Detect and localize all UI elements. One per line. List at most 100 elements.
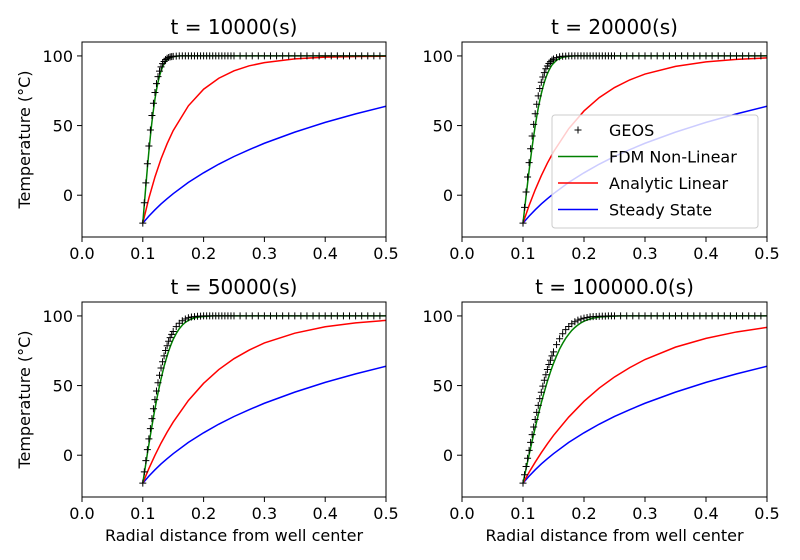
geos-marker <box>745 312 753 320</box>
geos-marker <box>145 435 153 443</box>
geos-marker <box>172 323 180 331</box>
geos-marker <box>528 431 536 439</box>
x-tick-label: 0.1 <box>130 504 155 523</box>
geos-marker <box>574 316 582 324</box>
geos-marker <box>358 312 366 320</box>
geos-marker <box>553 341 561 349</box>
geos-marker <box>641 52 649 60</box>
axes-frame <box>81 41 387 238</box>
geos-marker <box>145 142 153 150</box>
legend-item: GEOS <box>574 121 654 140</box>
geos-marker <box>739 312 747 320</box>
x-tick-label: 0.5 <box>373 244 398 263</box>
geos-marker <box>635 52 643 60</box>
legend-label: FDM Non-Linear <box>609 148 737 167</box>
geos-marker <box>151 89 159 97</box>
geos-marker <box>611 52 618 60</box>
geos-marker <box>678 52 686 60</box>
geos-marker <box>154 379 162 387</box>
geos-marker <box>726 312 734 320</box>
geos-marker <box>160 352 168 360</box>
geos-marker <box>327 52 335 60</box>
geos-marker <box>303 52 311 60</box>
geos-marker <box>142 457 150 465</box>
geos-marker <box>524 173 532 181</box>
geos-marker <box>665 52 673 60</box>
geos-marker <box>364 52 372 60</box>
geos-marker <box>151 396 159 404</box>
geos-marker <box>559 330 567 338</box>
geos-marker <box>714 52 722 60</box>
x-tick-label: 0.3 <box>632 504 657 523</box>
geos-marker <box>291 312 299 320</box>
subplot-3: 0.0 0.1 0.2 0.3 0.4 0.5 0 50 100 t = 50000(s) Temp… <box>15 275 399 545</box>
geos-marker <box>184 314 192 322</box>
geos-marker <box>539 382 547 390</box>
geos-marker <box>757 52 765 60</box>
geos-marker <box>536 395 544 403</box>
geos-marker <box>548 352 556 360</box>
geos-marker <box>739 52 747 60</box>
legend-item: Steady State <box>558 201 712 220</box>
geos-marker <box>157 364 165 372</box>
x-tick-label: 0.4 <box>693 244 718 263</box>
x-tick-label: 0.3 <box>252 244 277 263</box>
geos-marker <box>528 132 536 140</box>
geos-marker <box>577 315 585 323</box>
geos-marker <box>546 356 554 364</box>
geos-marker <box>148 112 156 120</box>
geos-marker <box>327 312 335 320</box>
geos-marker <box>297 312 305 320</box>
geos-marker <box>527 145 535 153</box>
axes-frame <box>461 301 768 498</box>
legend-item: FDM Non-Linear <box>558 148 737 167</box>
y-tick-label: 0 <box>63 186 73 205</box>
geos-marker <box>678 312 686 320</box>
geos-marker <box>763 52 767 60</box>
geos-marker <box>352 312 360 320</box>
series-line-analytic-linear <box>522 326 767 484</box>
geos-marker <box>534 401 542 409</box>
x-tick-label: 0.4 <box>693 504 718 523</box>
geos-marker <box>242 52 250 60</box>
x-tick-label: 0.1 <box>130 244 155 263</box>
geos-marker <box>370 52 378 60</box>
series-line-steady-state <box>142 105 386 224</box>
x-axis-label: Radial distance from well center <box>105 526 364 545</box>
geos-marker <box>260 52 268 60</box>
geos-marker <box>562 326 570 334</box>
geos-marker <box>382 52 386 60</box>
geos-marker <box>623 312 631 320</box>
x-tick-label: 0.0 <box>449 504 474 523</box>
geos-marker <box>531 110 539 118</box>
geos-marker <box>297 52 305 60</box>
geos-marker <box>230 312 238 320</box>
geos-marker <box>254 312 262 320</box>
geos-marker <box>757 312 765 320</box>
series-line-fdm-non-linear <box>522 315 767 484</box>
geos-marker <box>376 312 384 320</box>
geos-marker <box>543 366 551 374</box>
series-line-analytic-linear <box>142 55 386 224</box>
geos-marker <box>690 312 698 320</box>
geos-marker <box>751 312 759 320</box>
y-tick-label: 0 <box>63 446 73 465</box>
geos-marker <box>647 52 655 60</box>
x-tick-label: 0.4 <box>312 244 337 263</box>
geos-marker <box>156 67 164 75</box>
geos-marker <box>146 425 154 433</box>
x-tick-label: 0.3 <box>252 504 277 523</box>
geos-marker <box>550 348 557 356</box>
geos-marker <box>720 52 728 60</box>
y-tick-label: 100 <box>42 307 73 326</box>
geos-marker <box>524 454 532 462</box>
geos-marker <box>556 53 564 61</box>
geos-marker <box>352 52 360 60</box>
subplot-title: t = 50000(s) <box>171 275 298 299</box>
geos-marker <box>617 312 625 320</box>
geos-marker <box>629 52 637 60</box>
geos-marker <box>162 346 170 354</box>
plot-area <box>462 302 767 497</box>
